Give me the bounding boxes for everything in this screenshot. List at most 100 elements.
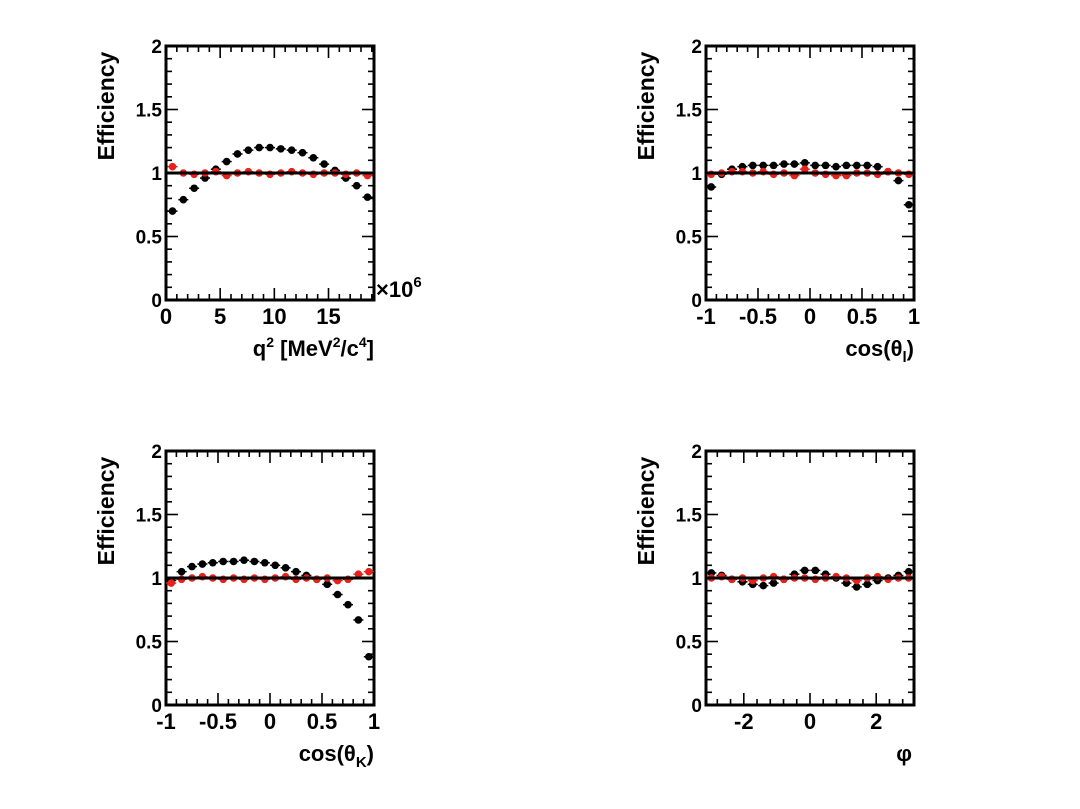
panel-cos_theta_l-chart: -1 -0.5 0 0.5 1 0 0.5 1 1.5 2 Efficiency cos(θl) [633,37,920,366]
panel-cos_theta_k-y-tick-label: 1 [151,569,162,590]
panel-q2-y-tick-label: 2 [151,37,162,58]
panel-q2-x-tick-label: 15 [316,304,340,329]
panel-phi-y-tick-label: 1 [691,569,702,590]
panel-cos_theta_k-before-point [240,556,248,565]
panel-cos_theta_l-before-point [780,160,788,168]
panel-q2-before-point [309,153,318,162]
panel-q2-y-tick-label: 0 [151,291,162,312]
panel-cos_theta_l-x-tick-label: -0.5 [739,304,777,329]
panel-cos_theta_k-after-point [354,570,363,578]
panel-cos_theta_k-before-point [177,567,186,576]
panel-cos_theta_k-y-axis-label: Efficiency [93,456,119,565]
panel-cos_theta_k-x-tick-label: 0 [264,709,276,734]
panel-cos_theta_l-before-point [811,161,819,170]
panel-cos_theta_l-y-axis-label: Efficiency [633,51,659,160]
panel-cos_theta_l-before-point [842,161,851,170]
panel-cos_theta_k-before-point [354,616,363,624]
panel-cos_theta_k-before-point [219,557,227,566]
panel-phi-x-tick-label: -2 [734,709,754,734]
panel-cos_theta_l-before-point [873,162,882,171]
panel-q2-before-point [222,157,231,166]
panel-q2-before-point [277,145,285,153]
panel-q2-before-point [320,160,328,168]
panel-phi-before-point [759,581,768,590]
panel-q2-before-point [266,143,274,152]
panel-cos_theta_l-before-point [832,162,840,171]
panel-q2-y-axis-label: Efficiency [93,51,119,160]
panel-cos_theta_k-x-tick-label: 1 [368,709,380,734]
panel-cos_theta_l-y-tick-label: 1.5 [676,101,703,122]
panel-cos_theta_l-before-point [863,161,871,170]
panel-q2-x-multiplier: ×106 [376,274,422,302]
panel-cos_theta_k-before-point [188,562,196,571]
panel-cos_theta_k-y-tick-label: 2 [151,442,162,463]
panel-cos_theta_l-x-axis-label: cos(θl) [845,336,914,366]
panel-q2-y-tick-label: 0.5 [136,228,163,249]
panel-cos_theta_k-before-point [344,600,352,609]
panel-cos_theta_k-y-tick-label: 0.5 [136,633,163,654]
panel-q2-before-point [179,195,188,204]
panel-phi-x-axis-label: φ [896,741,912,766]
panel-cos_theta_l-y-tick-label: 1 [691,164,702,185]
panel-q2-y-tick-label: 1 [151,164,162,185]
panel-cos_theta_l-x-tick-label: 0 [804,304,816,329]
panel-phi-y-axis-label: Efficiency [633,456,659,565]
panel-cos_theta_l-before-point [905,200,913,209]
panel-cos_theta_l-before-point [749,161,757,170]
panel-cos_theta_l-x-tick-label: -1 [696,304,716,329]
panel-cos_theta_l-before-point [801,159,809,167]
panel-phi-y-tick-label: 0 [691,696,702,717]
panel-phi-before-point [769,579,778,587]
panel-cos_theta_k-x-axis-label: cos(θK) [299,741,374,771]
panel-q2-chart: 0 5 10 15 0 0.5 1 1.5 2 Efficiency q2 [MeV2/c4] ×10… [93,37,422,361]
panel-phi-y-tick-label: 1.5 [676,506,703,527]
panel-q2-before-point [190,184,198,193]
panel-cos_theta_l-y-tick-label: 0 [691,291,702,312]
panel-phi-before-point [811,566,820,575]
panel-cos_theta_l-before-point [707,183,715,191]
panel-cos_theta_k-before-point [292,567,300,576]
panel-phi-before-point [904,567,913,576]
panel-q2-before-point [255,143,263,152]
panel-q2-x-tick-label: 10 [262,304,286,329]
panel-cos_theta_l-after-point [801,165,809,173]
panel-q2-after-point [168,162,177,171]
panel-q2-before-point [244,146,253,154]
panel-cos_theta_k-before-point [323,580,332,589]
panel-q2-before-point [363,193,372,201]
panel-cos_theta_k-before-point [333,590,342,599]
panel-q2-x-tick-label: 0 [160,304,172,329]
panel-cos_theta_k-before-point [365,652,373,661]
panel-cos_theta_l-y-tick-label: 2 [691,37,702,58]
panel-q2-before-point [168,207,177,215]
panel-cos_theta_l-x-tick-label: 0.5 [847,304,878,329]
panel-cos_theta_k-before-point [250,557,259,566]
panel-cos_theta_k-y-tick-label: 0 [151,696,162,717]
panel-q2-before-point [287,146,296,154]
panel-phi-before-point [852,583,861,591]
panel-cos_theta_k-x-tick-label: 0.5 [307,709,338,734]
panel-cos_theta_k-after-point [365,567,373,576]
panel-cos_theta_k-before-point [209,558,217,567]
panel-cos_theta_l-before-point [821,161,830,170]
panel-q2-x-axis-label: q2 [MeV2/c4] [253,334,374,361]
panel-phi-x-tick-label: 0 [804,709,816,734]
panel-phi-y-tick-label: 0.5 [676,633,703,654]
panel-cos_theta_l-y-tick-label: 0.5 [676,228,703,249]
panel-cos_theta_l-before-point [769,161,778,170]
panel-cos_theta_k-before-point [261,558,269,567]
panel-cos_theta_k-before-point [281,564,290,572]
panel-cos_theta_k-x-tick-label: -1 [156,709,176,734]
panel-phi-before-point [800,566,809,575]
panel-q2-x-tick-label: 5 [214,304,226,329]
panel-cos_theta_k-x-tick-label: -0.5 [199,709,237,734]
panel-phi-x-tick-label: 2 [870,709,882,734]
panel-cos_theta_l-before-point [759,161,767,170]
panel-cos_theta_l-before-point [853,161,861,170]
panel-cos_theta_l-x-tick-label: 1 [908,304,920,329]
panel-q2-y-tick-label: 1.5 [136,101,163,122]
panel-phi-y-tick-label: 2 [691,442,702,463]
panel-cos_theta_k-before-point [198,560,207,568]
panel-cos_theta_k-y-tick-label: 1.5 [136,506,163,527]
